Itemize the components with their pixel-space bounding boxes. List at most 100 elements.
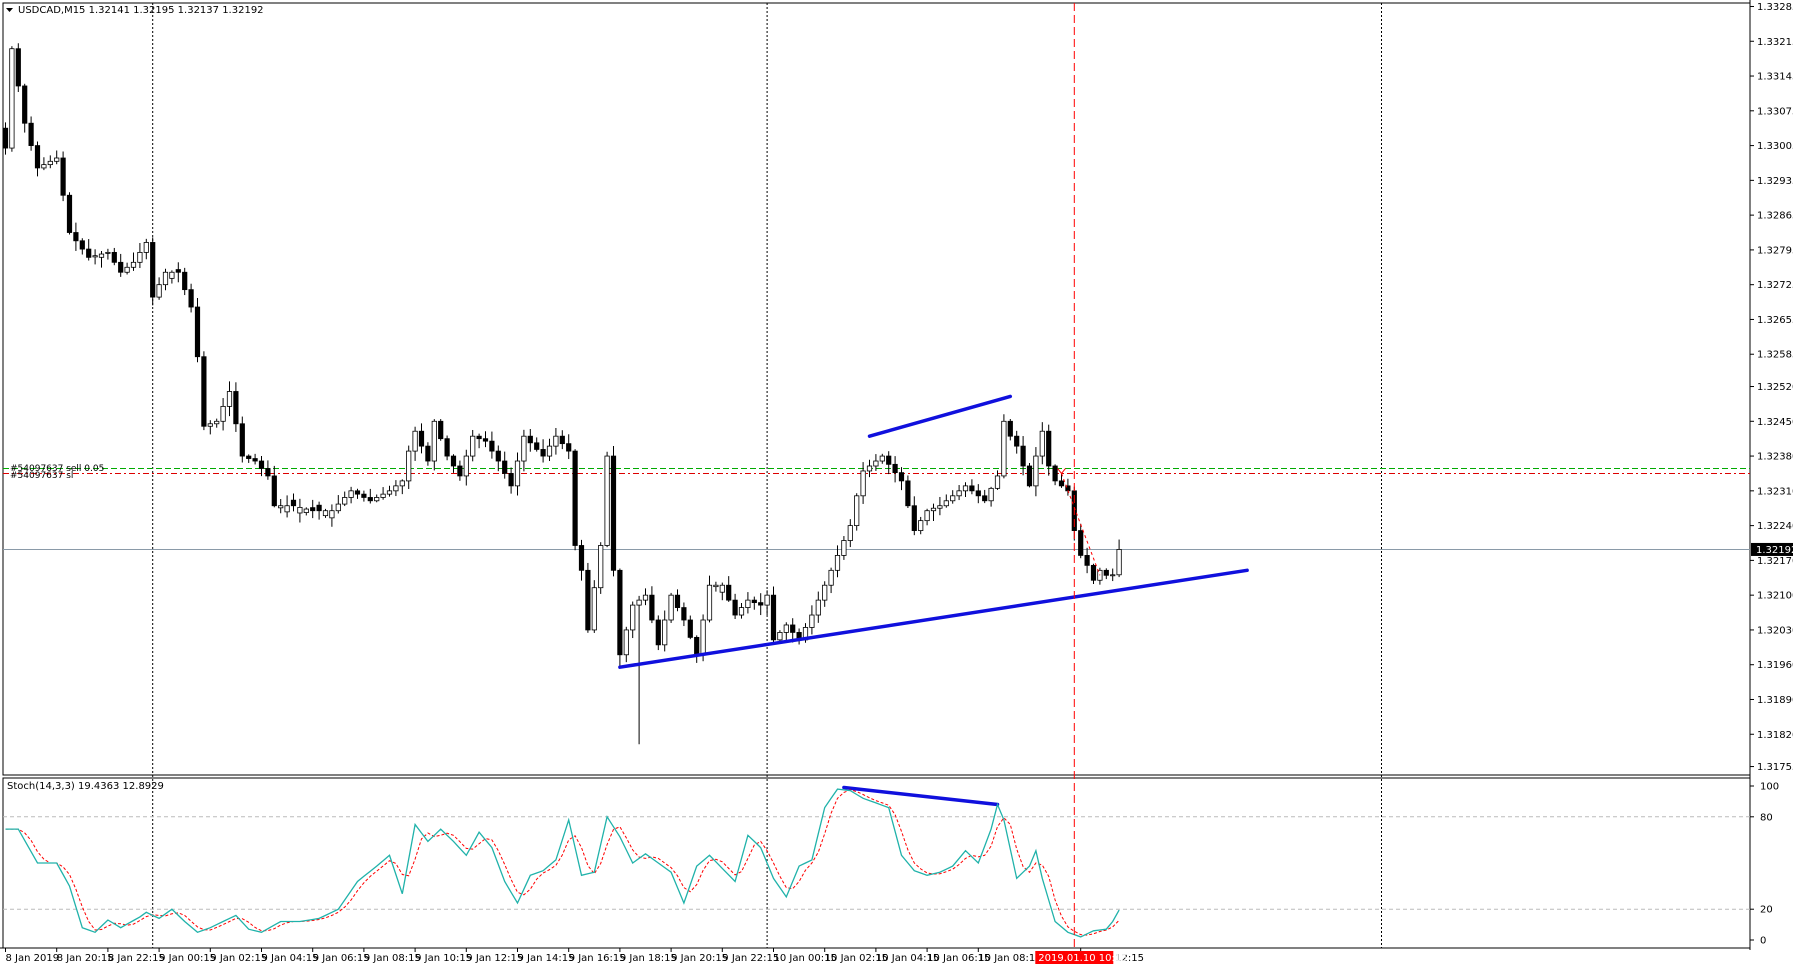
candle (719, 582, 725, 601)
candle (175, 262, 181, 283)
candle (738, 603, 745, 619)
candle (418, 423, 425, 454)
candle (1007, 419, 1013, 441)
current-price-badge (1751, 542, 1793, 556)
candle (252, 453, 258, 465)
candle (726, 576, 732, 602)
candle (399, 479, 405, 495)
candle (585, 562, 591, 633)
candle (553, 427, 559, 455)
candle (649, 586, 655, 624)
candle (348, 486, 354, 504)
candle (476, 433, 482, 449)
candle (905, 475, 911, 509)
candle (214, 418, 220, 428)
candle (425, 442, 431, 466)
order-levels (3, 467, 1750, 550)
candle (930, 503, 937, 521)
candle (284, 495, 290, 518)
candle (438, 419, 444, 441)
candle (246, 454, 252, 463)
candle (92, 249, 98, 265)
price-tick-label: 1.32100 (1757, 591, 1793, 602)
trendline-resistance[interactable] (867, 394, 1013, 438)
candle (73, 222, 79, 251)
candle (9, 46, 15, 152)
candle (783, 622, 789, 641)
candle (994, 470, 1001, 490)
candle (924, 508, 930, 526)
price-tick-label: 1.32935 (1757, 176, 1793, 187)
candle (1026, 463, 1033, 488)
candle (393, 480, 399, 497)
candle (796, 628, 802, 645)
candle (655, 615, 661, 651)
candle (988, 486, 994, 507)
candle (502, 451, 508, 479)
symbol-header: USDCAD,M15 1.32141 1.32195 1.32137 1.321… (18, 5, 264, 16)
price-tick-label: 1.32520 (1757, 382, 1793, 393)
candle (143, 238, 149, 260)
order-sl-label: #54097637 sl (10, 471, 73, 481)
candle (329, 504, 335, 527)
time-tick-label: 9 Jan 14:15 (518, 953, 575, 964)
candle (809, 605, 815, 635)
candle (866, 459, 873, 478)
current-price-label: 1.32192 (1756, 545, 1793, 556)
candle (406, 445, 412, 490)
candle (1058, 473, 1065, 488)
candle (233, 382, 239, 432)
trendlines[interactable] (618, 394, 1249, 807)
time-tick-label: 9 Jan 06:15 (313, 953, 370, 964)
candle (98, 251, 105, 268)
candle (201, 351, 207, 431)
candle (450, 454, 457, 473)
candle (886, 451, 892, 475)
dropdown-triangle-icon[interactable] (6, 8, 13, 12)
candle (694, 635, 700, 663)
time-tick-label: 9 Jan 18:15 (620, 953, 677, 964)
candle (130, 252, 137, 271)
candle (1014, 430, 1020, 454)
time-tick-label: 10 Jan 04:15 (876, 953, 939, 964)
time-tick-label: 9 Jan 00:15 (159, 953, 216, 964)
candle (892, 456, 898, 483)
time-marker (1057, 3, 1101, 948)
candle (86, 239, 92, 261)
stoch-tick-label: 80 (1760, 812, 1773, 823)
candle (514, 452, 521, 496)
stoch-tick-label: 20 (1760, 905, 1773, 916)
candle (950, 490, 956, 504)
candle (617, 568, 623, 668)
candle (124, 262, 130, 275)
candle (982, 489, 988, 504)
time-tick-label: 9 Jan 08:15 (364, 953, 421, 964)
candle (15, 43, 21, 92)
price-tick-label: 1.32380 (1757, 452, 1793, 463)
candle (630, 601, 636, 639)
time-tick-label: 9 Jan 04:15 (262, 953, 319, 964)
candle (918, 516, 924, 535)
candle (162, 268, 169, 291)
candle (22, 83, 28, 133)
trendline-support[interactable] (618, 568, 1249, 669)
candle (1052, 464, 1058, 486)
candle (1001, 414, 1007, 479)
candle (265, 460, 271, 480)
candle (604, 451, 610, 548)
candle (591, 580, 597, 633)
candle (758, 593, 764, 616)
candle (226, 381, 233, 417)
candle (194, 298, 201, 363)
candle (182, 267, 188, 296)
candle (668, 592, 674, 623)
trendline-stoch-divergence[interactable] (842, 785, 1000, 807)
candle (150, 237, 156, 306)
price-tick-label: 1.32795 (1757, 245, 1793, 256)
stoch-axis: 100 80 20 0 (1750, 782, 1779, 947)
candle (1039, 422, 1045, 465)
candle (386, 485, 393, 497)
candle (1110, 568, 1116, 582)
